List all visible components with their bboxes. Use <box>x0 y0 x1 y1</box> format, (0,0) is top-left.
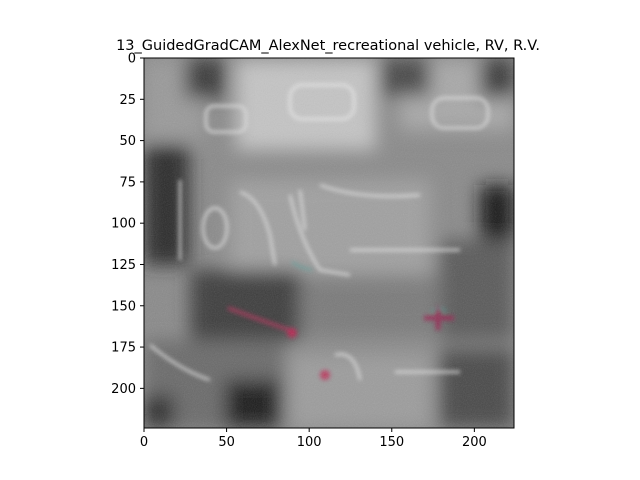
plot-frame <box>143 57 515 429</box>
y-tick-label: 175 <box>111 341 136 356</box>
y-tick-label: 100 <box>111 217 136 232</box>
y-tick-label: 50 <box>119 134 136 149</box>
y-tick-label: 125 <box>111 258 136 273</box>
y-tick-label: 0 <box>128 52 136 67</box>
y-tick-label: 150 <box>111 299 136 314</box>
heatmap-noise <box>144 58 514 428</box>
x-tick-label: 200 <box>462 435 487 450</box>
x-axis: 0 50 100 150 200 <box>140 428 487 450</box>
x-tick-label: 0 <box>140 435 148 450</box>
x-tick-label: 150 <box>379 435 404 450</box>
y-tick-label: 25 <box>119 93 136 108</box>
saliency-heatmap-image <box>144 58 514 428</box>
y-tick-label: 200 <box>111 382 136 397</box>
x-tick-label: 50 <box>218 435 235 450</box>
chart-title: 13_GuidedGradCAM_AlexNet_recreational ve… <box>116 38 540 54</box>
x-tick-label: 100 <box>297 435 322 450</box>
y-axis: 0 25 50 75 100 125 150 175 200 <box>111 52 144 397</box>
y-tick-label: 75 <box>119 175 136 190</box>
